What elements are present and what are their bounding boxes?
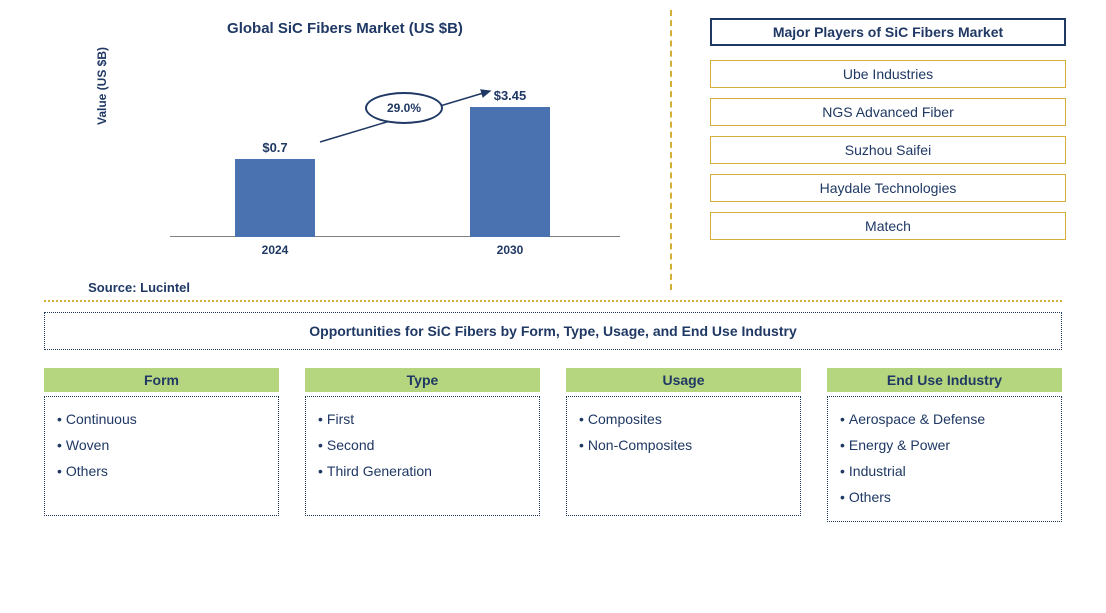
item-text: Second xyxy=(327,437,374,453)
opportunities-section: Opportunities for SiC Fibers by Form, Ty… xyxy=(44,312,1062,522)
players-panel: Major Players of SiC Fibers Market Ube I… xyxy=(670,0,1106,300)
cagr-value: 29.0% xyxy=(387,101,421,115)
item-text: Continuous xyxy=(66,411,137,427)
category-header: Form xyxy=(44,368,279,392)
x-tick-2030: 2030 xyxy=(470,243,550,257)
list-item: •Continuous xyxy=(57,407,266,433)
item-text: Industrial xyxy=(849,463,906,479)
category-type: Type •First •Second •Third Generation xyxy=(305,368,540,522)
list-item: •Others xyxy=(57,459,266,485)
item-text: Composites xyxy=(588,411,662,427)
item-text: First xyxy=(327,411,354,427)
player-item: NGS Advanced Fiber xyxy=(710,98,1066,126)
list-item: •Others xyxy=(840,485,1049,511)
list-item: •Energy & Power xyxy=(840,433,1049,459)
y-axis-label: Value (US $B) xyxy=(95,47,109,125)
item-text: Non-Composites xyxy=(588,437,692,453)
list-item: •Composites xyxy=(579,407,788,433)
category-enduse: End Use Industry •Aerospace & Defense •E… xyxy=(827,368,1062,522)
horizontal-divider xyxy=(44,300,1062,302)
list-item: •Non-Composites xyxy=(579,433,788,459)
item-text: Third Generation xyxy=(327,463,432,479)
player-item: Matech xyxy=(710,212,1066,240)
item-text: Others xyxy=(66,463,108,479)
list-item: •Industrial xyxy=(840,459,1049,485)
item-text: Woven xyxy=(66,437,109,453)
players-title: Major Players of SiC Fibers Market xyxy=(710,18,1066,46)
chart-panel: Global SiC Fibers Market (US $B) Value (… xyxy=(0,0,670,300)
bar-chart: $0.7 $3.45 29.0% 2024 2030 xyxy=(170,57,620,237)
bar-2024 xyxy=(235,159,315,237)
list-item: •First xyxy=(318,407,527,433)
category-body: •Aerospace & Defense •Energy & Power •In… xyxy=(827,396,1062,522)
source-label: Source: Lucintel xyxy=(88,280,190,295)
category-body: •Continuous •Woven •Others xyxy=(44,396,279,516)
chart-title: Global SiC Fibers Market (US $B) xyxy=(40,20,650,37)
player-item: Haydale Technologies xyxy=(710,174,1066,202)
category-form: Form •Continuous •Woven •Others xyxy=(44,368,279,522)
x-tick-2024: 2024 xyxy=(235,243,315,257)
bar-label-2024: $0.7 xyxy=(235,140,315,155)
list-item: •Woven xyxy=(57,433,266,459)
bar-label-2030: $3.45 xyxy=(470,88,550,103)
cagr-oval: 29.0% xyxy=(365,92,443,124)
category-body: •Composites •Non-Composites xyxy=(566,396,801,516)
list-item: •Third Generation xyxy=(318,459,527,485)
category-body: •First •Second •Third Generation xyxy=(305,396,540,516)
categories-row: Form •Continuous •Woven •Others Type •Fi… xyxy=(44,368,1062,522)
player-item: Suzhou Saifei xyxy=(710,136,1066,164)
top-section: Global SiC Fibers Market (US $B) Value (… xyxy=(0,0,1106,300)
player-item: Ube Industries xyxy=(710,60,1066,88)
item-text: Aerospace & Defense xyxy=(849,411,985,427)
category-header: Usage xyxy=(566,368,801,392)
vertical-divider xyxy=(670,10,672,290)
opportunities-title: Opportunities for SiC Fibers by Form, Ty… xyxy=(44,312,1062,350)
category-header: Type xyxy=(305,368,540,392)
item-text: Energy & Power xyxy=(849,437,950,453)
category-header: End Use Industry xyxy=(827,368,1062,392)
item-text: Others xyxy=(849,489,891,505)
bar-2030 xyxy=(470,107,550,237)
category-usage: Usage •Composites •Non-Composites xyxy=(566,368,801,522)
list-item: •Aerospace & Defense xyxy=(840,407,1049,433)
list-item: •Second xyxy=(318,433,527,459)
